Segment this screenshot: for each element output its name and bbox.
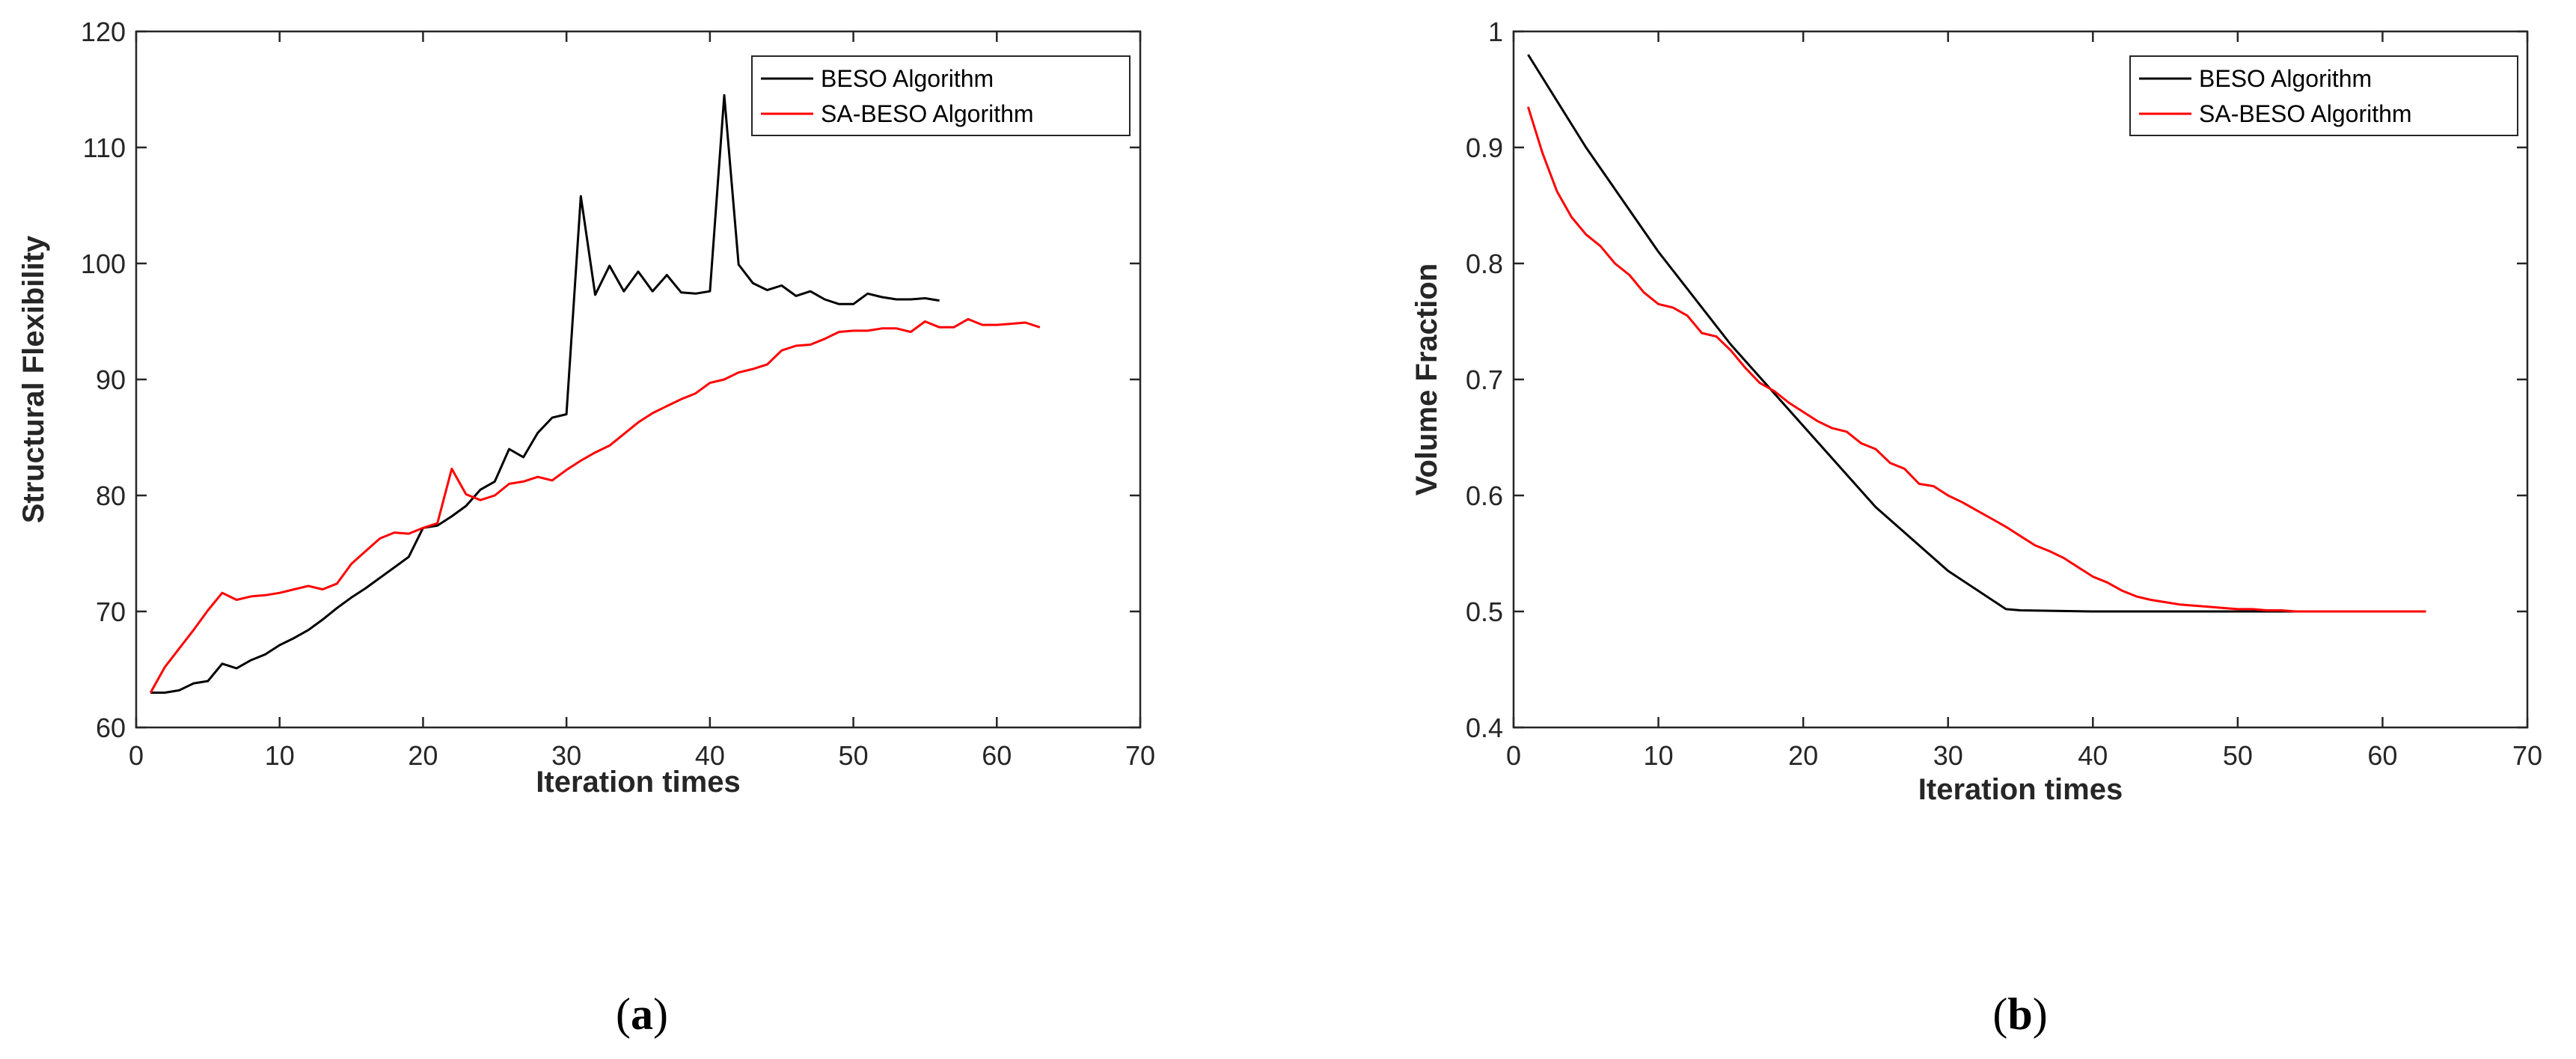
panel-caption: (a) [616,989,668,1039]
x-tick-label: 10 [265,740,295,771]
caption-open: ( [616,989,631,1039]
y-tick-label: 90 [96,364,126,395]
series-line-sa-beso [1526,106,2426,613]
x-axis-title: Iteration times [536,766,740,799]
series-line-sa-beso [149,317,1041,694]
x-tick-label: 60 [2367,740,2397,771]
x-tick-label: 40 [695,740,725,771]
x-tick-label: 40 [2078,740,2108,771]
legend-box [751,55,1131,136]
panel-caption: (b) [1992,989,2047,1039]
x-tick-label: 0 [129,740,144,771]
y-tick-label: 0.4 [1466,712,1503,743]
y-tick-label: 100 [81,248,126,279]
legend: BESO Algorithm SA-BESO Algorithm [2129,55,2518,136]
legend-label: BESO Algorithm [821,65,994,92]
y-tick-label: 0.9 [1466,132,1503,163]
y-tick-label: 80 [96,480,126,511]
x-tick-label: 50 [2223,740,2253,771]
chart-panel-b: 0 10 20 30 40 50 60 70 0.4 0.5 0.6 0.7 0.8 0.9 1 Iterat… [1410,16,2542,1039]
caption-close: ) [2033,989,2048,1039]
x-tick-label: 70 [2512,740,2542,771]
y-tick-label: 0.8 [1466,248,1503,279]
y-tick-label: 1 [1488,16,1503,47]
series-line-beso [1527,54,2310,613]
x-tick-label: 50 [839,740,869,771]
y-tick-label: 70 [96,596,126,627]
x-tick-label: 0 [1506,740,1521,771]
x-tick-label: 30 [1933,740,1963,771]
legend: BESO Algorithm SA-BESO Algorithm [751,55,1131,136]
series-line-beso [150,94,940,694]
x-tick-label: 20 [1788,740,1818,771]
y-axis-title: Structural Flexibility [17,235,50,523]
y-tick-label: 60 [96,712,126,743]
caption-open: ( [1992,989,2007,1039]
y-axis-title: Volume Fraction [1410,263,1443,495]
x-axis-title: Iteration times [1918,773,2123,806]
legend-label: SA-BESO Algorithm [821,100,1034,127]
x-tick-label: 60 [982,740,1012,771]
y-tick-label: 0.5 [1466,596,1503,627]
chart-panel-a: 0 10 20 30 40 50 60 70 60 70 80 90 100 110 120 Iteratio… [17,16,1155,1039]
x-tick-label: 20 [408,740,438,771]
x-tick-label: 30 [551,740,581,771]
legend-label: SA-BESO Algorithm [2199,100,2412,127]
legend-box [2129,55,2518,136]
y-tick-label: 120 [81,16,126,47]
caption-close: ) [653,989,668,1039]
y-tick-label: 0.7 [1466,364,1503,395]
y-tick-label: 110 [83,132,126,163]
caption-letter: a [631,989,653,1039]
x-tick-label: 70 [1125,740,1155,771]
y-tick-label: 0.6 [1466,480,1503,511]
x-tick-label: 10 [1644,740,1674,771]
caption-letter: b [2007,989,2032,1039]
legend-label: BESO Algorithm [2199,65,2372,92]
